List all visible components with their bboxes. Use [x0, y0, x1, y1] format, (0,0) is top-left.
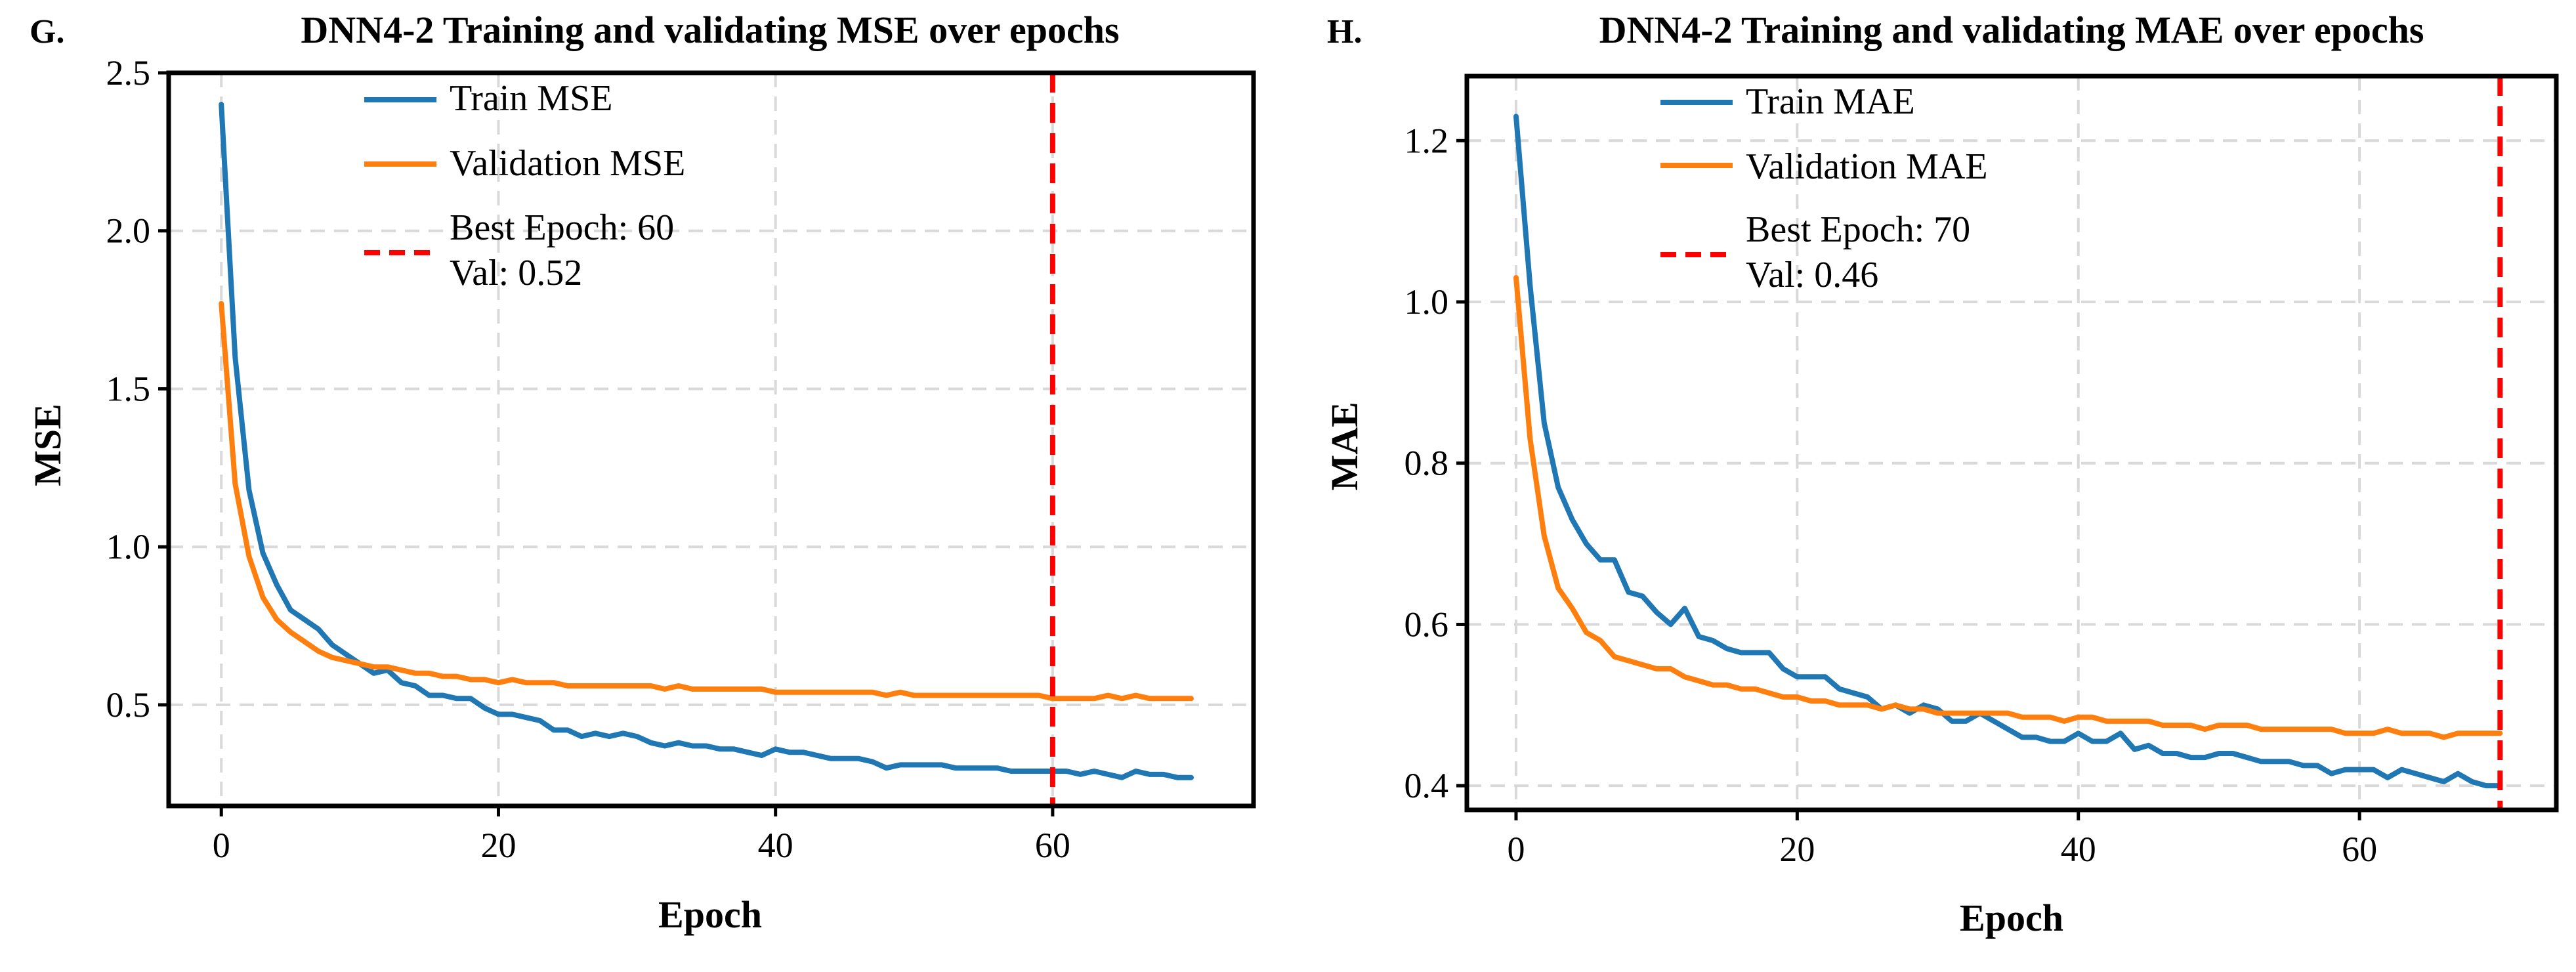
- y-tick-label: 0.4: [1404, 766, 1449, 805]
- y-axis-label: MAE: [1323, 402, 1366, 490]
- y-axis-label: MSE: [26, 404, 69, 486]
- legend-label-validation: Validation MAE: [1746, 146, 1988, 187]
- chart-title: DNN4-2 Training and validating MAE over …: [1599, 9, 2424, 51]
- x-tick-label: 60: [1035, 826, 1070, 865]
- x-axis-label: Epoch: [1960, 897, 2063, 939]
- legend-label-train: Train MSE: [450, 78, 612, 119]
- axis-ticks: 0 20 40 60 0.4 0.6 0.8 1.0 1.2: [1404, 121, 2378, 869]
- x-tick-label: 0: [1507, 830, 1525, 869]
- x-tick-label: 0: [213, 826, 230, 865]
- series-line-train: [219, 102, 1194, 780]
- series-lines: [1513, 76, 2503, 810]
- plot-frame: [1464, 74, 2559, 813]
- panel-label: G.: [30, 13, 64, 51]
- x-tick-label: 40: [758, 826, 793, 865]
- legend-label-best-val: Val: 0.46: [1746, 255, 1878, 295]
- legend-label-best-val: Val: 0.52: [450, 253, 582, 293]
- series-lines: [219, 73, 1194, 806]
- series-line-validation: [219, 301, 1194, 702]
- panel-h: H. DNN4-2 Training and validating MAE ov…: [1323, 9, 2559, 939]
- chart-title: DNN4-2 Training and validating MSE over …: [301, 9, 1119, 51]
- series-line-train: [1513, 114, 2503, 789]
- y-tick-label: 2.0: [106, 211, 151, 251]
- x-tick-label: 20: [480, 826, 516, 865]
- y-tick-label: 1.2: [1404, 121, 1449, 160]
- grid-lines: [1467, 76, 2556, 810]
- y-tick-label: 1.5: [106, 369, 151, 408]
- legend: Train MAE Validation MAE Best Epoch: 70 …: [1660, 81, 1988, 295]
- y-tick-label: 1.0: [1404, 282, 1449, 322]
- x-tick-label: 60: [2342, 830, 2377, 869]
- series-line-validation: [1513, 275, 2503, 740]
- x-axis-label: Epoch: [658, 893, 762, 936]
- legend-label-best-epoch: Best Epoch: 70: [1746, 209, 1970, 250]
- legend: Train MSE Validation MSE Best Epoch: 60 …: [364, 78, 685, 293]
- plot-frame: [166, 70, 1256, 809]
- y-tick-label: 0.5: [106, 685, 151, 725]
- y-tick-label: 0.6: [1404, 604, 1449, 644]
- panel-g: G. DNN4-2 Training and validating MSE ov…: [26, 9, 1256, 936]
- x-tick-label: 20: [1779, 830, 1815, 869]
- axis-ticks: 0 20 40 60 0.5 1.0 1.5 2.0 2.5: [106, 53, 1070, 865]
- y-tick-label: 1.0: [106, 527, 151, 566]
- panel-label: H.: [1327, 13, 1362, 51]
- x-tick-label: 40: [2061, 830, 2096, 869]
- legend-label-train: Train MAE: [1746, 81, 1915, 122]
- y-tick-label: 0.8: [1404, 444, 1449, 483]
- legend-label-best-epoch: Best Epoch: 60: [450, 207, 674, 248]
- legend-label-validation: Validation MSE: [450, 143, 685, 184]
- y-tick-label: 2.5: [106, 53, 151, 93]
